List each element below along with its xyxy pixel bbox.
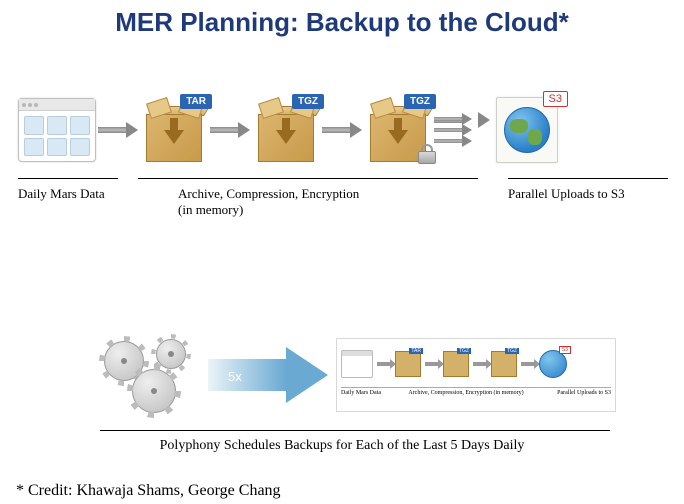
th-box-icon: TGZ <box>443 351 469 377</box>
th-box-icon: TAR <box>395 351 421 377</box>
tag-tar: TAR <box>180 94 212 109</box>
th-box-icon: TGZ <box>491 351 517 377</box>
schedule-row: 5x TAR TGZ TGZ S3 Daily Mars Data Archiv… <box>100 330 644 420</box>
tag-tgz: TGZ <box>404 94 436 109</box>
parallel-arrows-icon <box>434 115 490 145</box>
big-arrow-label: 5x <box>228 369 242 384</box>
th-tag: TAR <box>409 348 423 354</box>
slide-title: MER Planning: Backup to the Cloud* <box>0 0 684 38</box>
s3-globe-icon: S3 <box>492 97 562 163</box>
th-arrow-icon <box>521 362 535 366</box>
arrow-icon <box>98 125 138 135</box>
th-label-1: Daily Mars Data <box>341 390 401 396</box>
box-tgz-icon: TGZ <box>252 98 320 162</box>
credit-footnote: * Credit: Khawaja Shams, George Chang <box>16 482 281 500</box>
th-browser-icon <box>341 350 373 378</box>
th-arrow-icon <box>473 362 487 366</box>
section-underlines <box>18 178 666 179</box>
s3-tag: S3 <box>543 91 568 107</box>
big-arrow-icon: 5x <box>208 347 328 403</box>
th-arrow-icon <box>425 362 439 366</box>
box-tar-icon: TAR <box>140 98 208 162</box>
th-tag: TGZ <box>457 348 471 354</box>
middle-label-2: (in memory) <box>178 202 243 217</box>
schedule-underline <box>100 430 610 431</box>
browser-icon <box>18 98 96 162</box>
arrow-icon <box>210 125 250 135</box>
th-tag: TGZ <box>505 348 519 354</box>
pipeline-thumbnail: TAR TGZ TGZ S3 Daily Mars Data Archive, … <box>336 338 616 412</box>
source-label: Daily Mars Data <box>18 186 128 202</box>
th-arrow-icon <box>377 362 391 366</box>
th-label-3: Parallel Uploads to S3 <box>531 390 611 396</box>
middle-label-1: Archive, Compression, Encryption <box>178 186 359 201</box>
dest-label: Parallel Uploads to S3 <box>508 186 678 202</box>
th-globe-icon: S3 <box>539 350 567 378</box>
th-s3-tag: S3 <box>559 346 571 354</box>
schedule-caption: Polyphony Schedules Backups for Each of … <box>0 438 684 454</box>
gears-icon <box>100 335 200 415</box>
tag-tgz: TGZ <box>292 94 324 109</box>
box-tgz-lock-icon: TGZ <box>364 98 432 162</box>
pipeline-flow: TAR TGZ TGZ S3 <box>18 85 666 175</box>
th-label-2: Archive, Compression, Encryption (in mem… <box>401 390 531 396</box>
lock-icon <box>418 144 436 164</box>
arrow-icon <box>322 125 362 135</box>
